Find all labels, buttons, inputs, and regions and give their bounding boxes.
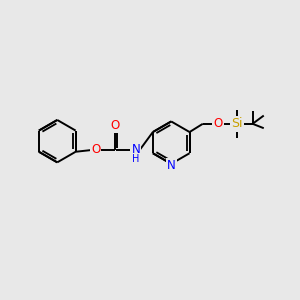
Text: O: O xyxy=(214,117,223,130)
Text: O: O xyxy=(91,143,100,157)
Text: N: N xyxy=(131,143,140,157)
Text: O: O xyxy=(110,119,119,132)
Text: N: N xyxy=(167,159,176,172)
Text: H: H xyxy=(132,154,140,164)
Text: Si: Si xyxy=(232,117,243,130)
